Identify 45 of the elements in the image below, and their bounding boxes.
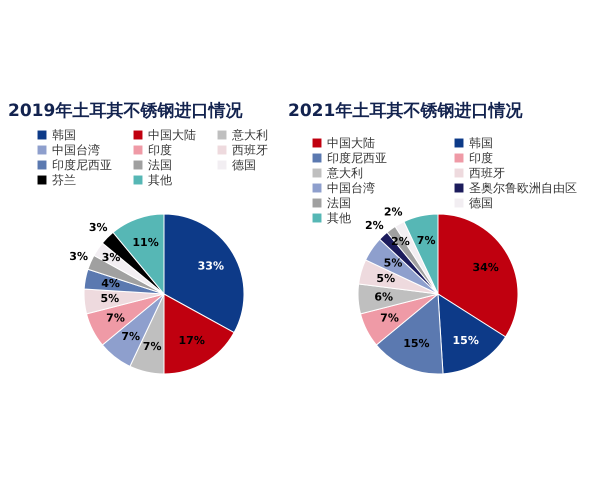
data-label: 2% xyxy=(384,206,403,219)
legend-label: 德国 xyxy=(469,196,493,210)
data-label: 5% xyxy=(376,272,396,285)
legend-label: 印度 xyxy=(148,143,172,157)
data-label: 15% xyxy=(403,336,430,350)
legend-label: 法国 xyxy=(327,196,351,210)
data-label: 7% xyxy=(106,312,125,325)
legend-label: 印度尼西亚 xyxy=(327,151,387,165)
legend-label: 其他 xyxy=(327,211,351,225)
data-label: 7% xyxy=(380,312,399,325)
legend-label: 印度 xyxy=(469,151,493,165)
data-label: 15% xyxy=(452,334,479,347)
legend-label: 圣奥尔鲁欧洲自由区 xyxy=(469,181,577,195)
legend-label: 中国台湾 xyxy=(52,143,100,157)
data-label: 6% xyxy=(374,290,394,304)
legend-label: 中国大陆 xyxy=(327,136,375,150)
legend-label: 中国大陆 xyxy=(148,128,196,142)
legend-label: 西班牙 xyxy=(232,143,268,157)
data-label: 5% xyxy=(384,256,402,270)
data-label: 3% xyxy=(88,221,108,234)
chart-title: 2021年土耳其不锈钢进口情况 xyxy=(288,101,524,121)
data-label: 34% xyxy=(472,260,499,274)
legend-label: 其他 xyxy=(148,173,172,187)
legend-label: 德国 xyxy=(232,158,256,172)
chart-title: 2019年土耳其不锈钢进口情况 xyxy=(8,101,244,121)
legend-label: 韩国 xyxy=(469,136,493,150)
data-label: 2% xyxy=(364,219,384,232)
data-label: 7% xyxy=(142,340,162,354)
legend-label: 芬兰 xyxy=(52,173,76,187)
legend-label: 意大利 xyxy=(231,128,268,142)
legend-label: 韩国 xyxy=(52,128,76,142)
legend-label: 中国台湾 xyxy=(327,181,375,195)
data-label: 5% xyxy=(100,292,120,306)
data-label: 17% xyxy=(178,334,205,347)
legend-label: 西班牙 xyxy=(469,166,505,180)
data-label: 7% xyxy=(416,234,436,247)
legend-label: 印度尼西亚 xyxy=(52,158,112,172)
legend-label: 法国 xyxy=(148,158,172,172)
data-label: 33% xyxy=(198,259,224,272)
data-label: 11% xyxy=(132,236,159,249)
data-label: 4% xyxy=(101,276,120,290)
legend-label: 意大利 xyxy=(326,166,363,180)
data-label: 3% xyxy=(102,251,120,264)
data-label: 3% xyxy=(69,250,88,264)
data-label: 7% xyxy=(121,330,140,343)
